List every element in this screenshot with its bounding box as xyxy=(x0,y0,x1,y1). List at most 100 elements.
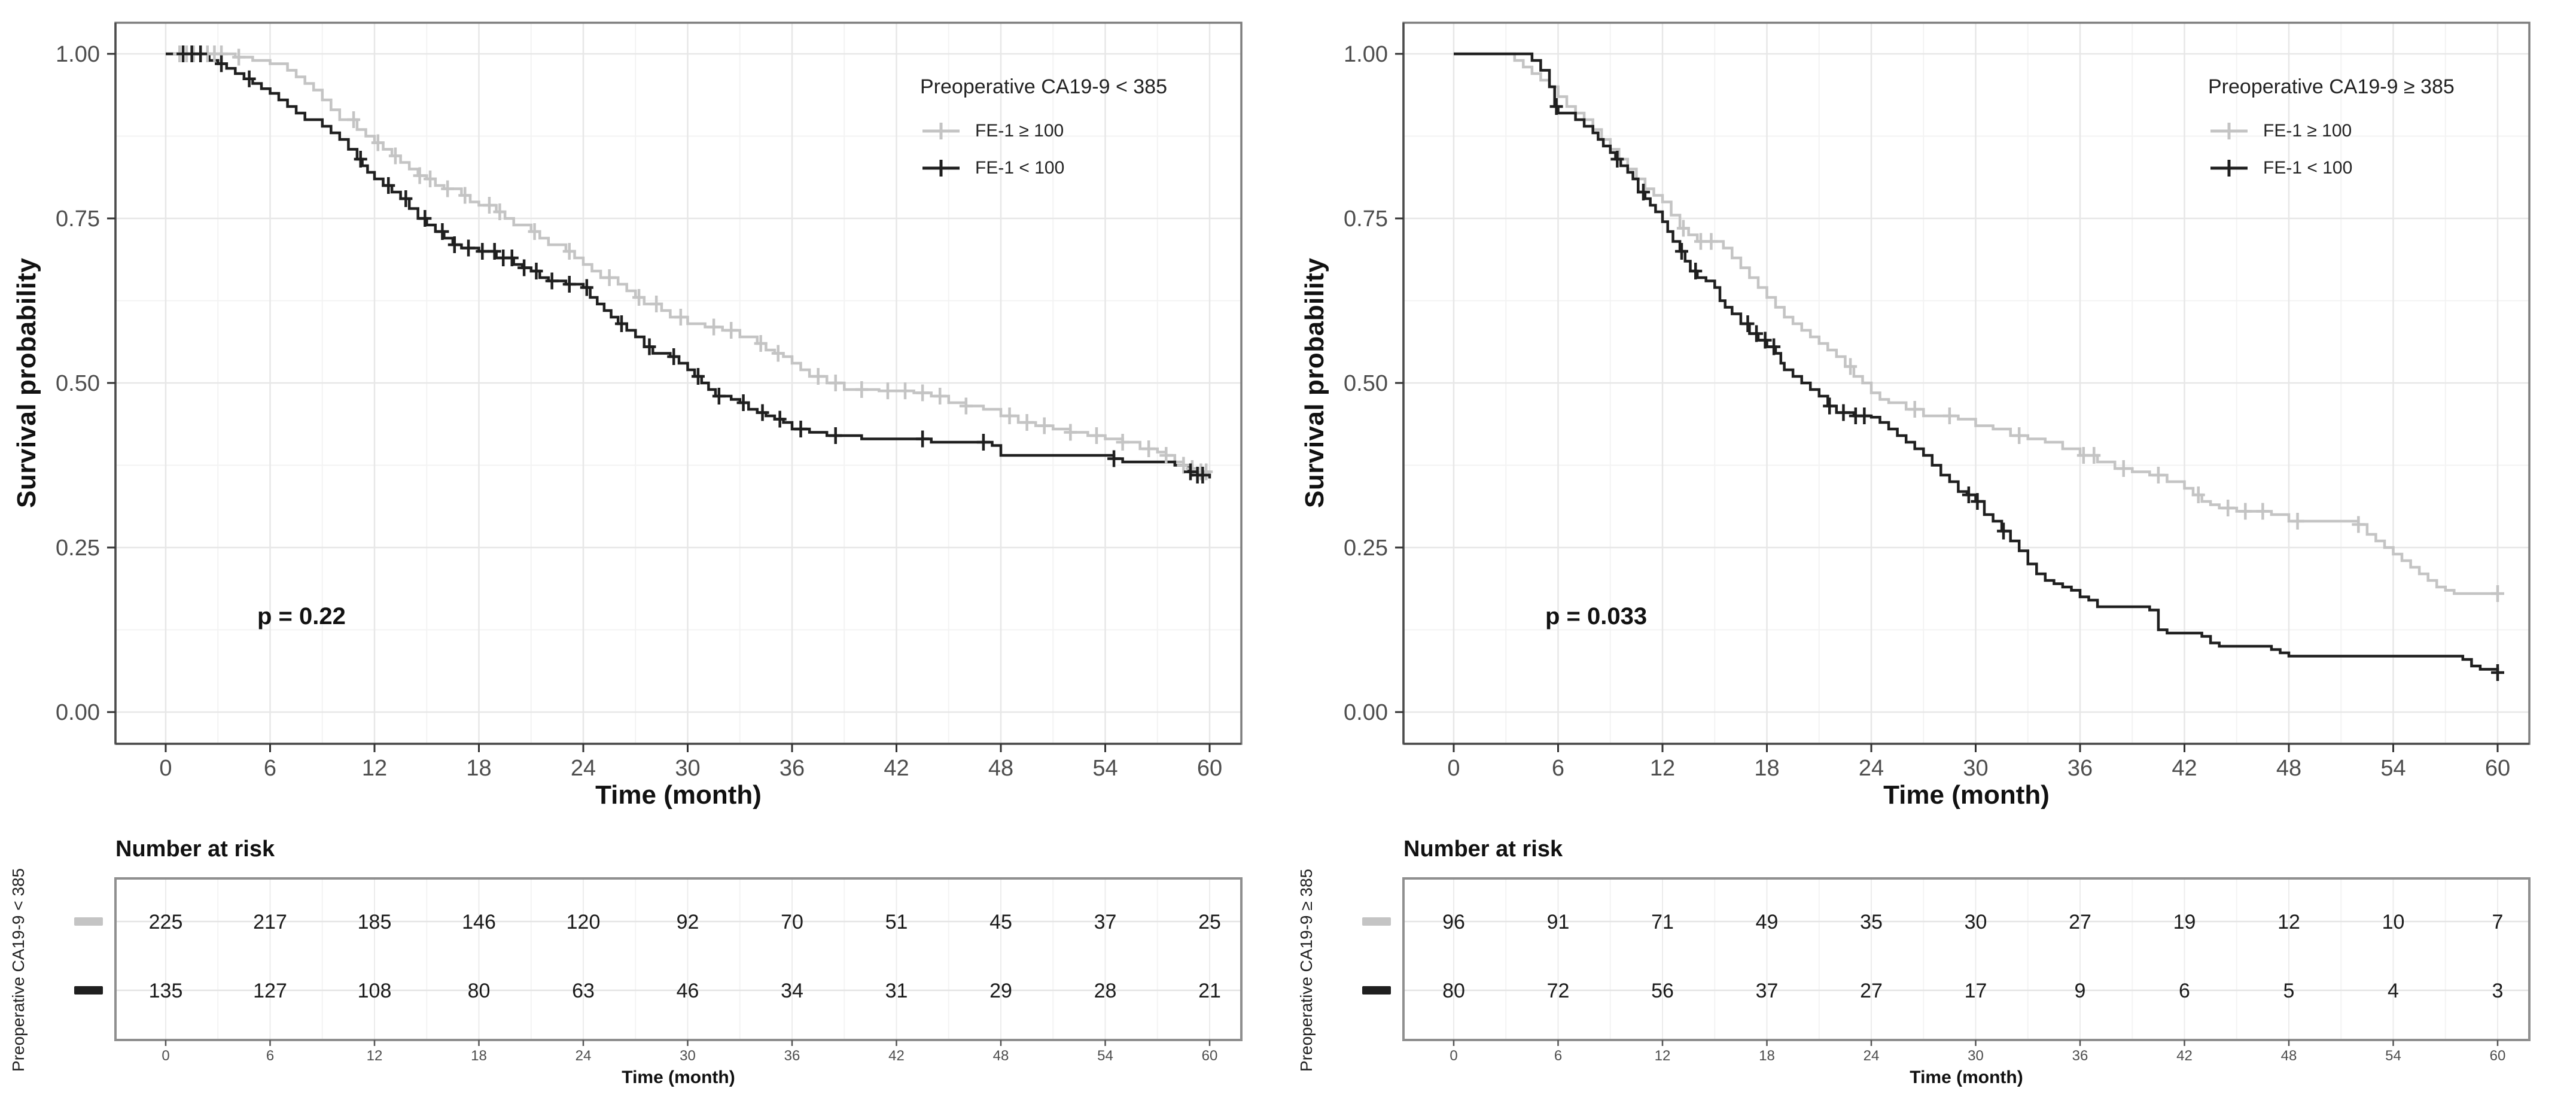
risk-count: 71 xyxy=(1651,911,1674,933)
risk-count: 92 xyxy=(677,911,699,933)
risk-count: 80 xyxy=(468,980,491,1002)
y-axis-label: Survival probability xyxy=(1300,257,1329,509)
y-tick-label: 0.50 xyxy=(1344,371,1388,396)
legend-key-plus-icon xyxy=(922,123,960,139)
risk-count: 120 xyxy=(567,911,601,933)
risk-count: 225 xyxy=(149,911,183,933)
risk-table-x-axis-label: Time (month) xyxy=(622,1068,735,1087)
y-tick-label: 0.75 xyxy=(1344,206,1388,232)
x-tick-label: 0 xyxy=(1447,756,1460,781)
risk-count: 27 xyxy=(1860,980,1883,1002)
risk-x-tick-label: 6 xyxy=(266,1048,274,1064)
risk-x-tick-label: 0 xyxy=(162,1048,169,1064)
y-tick-label: 0.75 xyxy=(56,206,100,232)
risk-row-key-icon xyxy=(1362,917,1391,926)
panel-ca19-9-lt-385: 0 6 12 18 24 30 36 42 48 54 60 0.00 0.25 0.50 0.75 1.00… xyxy=(9,22,1279,1087)
risk-count: 3 xyxy=(2492,980,2504,1002)
risk-count: 34 xyxy=(781,980,803,1002)
risk-count: 37 xyxy=(1094,911,1117,933)
risk-count: 80 xyxy=(1442,980,1465,1002)
risk-count: 72 xyxy=(1547,980,1570,1002)
legend-key-plus-icon xyxy=(2210,123,2248,139)
risk-table-panel xyxy=(1403,878,2529,1040)
km-plot-canvas: 0 6 12 18 24 30 36 42 48 54 600.000.250.500.751.00… xyxy=(1344,22,2531,1064)
legend: Preoperative CA19-9 < 385 FE-1 ≥ 100 FE-1… xyxy=(920,75,1279,190)
x-tick-label: 54 xyxy=(1092,756,1118,781)
x-tick-label: 12 xyxy=(362,756,387,781)
y-tick-label: 1.00 xyxy=(1344,42,1388,67)
risk-count: 6 xyxy=(2179,980,2190,1002)
x-axis-label: Time (month) xyxy=(1883,780,2050,810)
x-tick-label: 60 xyxy=(2485,756,2510,781)
x-tick-label: 30 xyxy=(1963,756,1988,781)
risk-row-key-icon xyxy=(74,917,103,926)
x-tick-label: 42 xyxy=(884,756,909,781)
x-tick-label: 24 xyxy=(571,756,596,781)
risk-count: 49 xyxy=(1756,911,1779,933)
y-tick-label: 0.25 xyxy=(1344,536,1388,561)
risk-x-tick-label: 24 xyxy=(1864,1048,1880,1064)
x-tick-label: 18 xyxy=(1754,756,1779,781)
x-tick-label: 48 xyxy=(988,756,1013,781)
y-axis-label: Survival probability xyxy=(12,257,41,509)
risk-x-tick-label: 48 xyxy=(2281,1048,2297,1064)
km-plot-canvas: 0 6 12 18 24 30 36 42 48 54 600.000.250.500.751.00… xyxy=(56,22,1243,1064)
risk-count: 35 xyxy=(1860,911,1883,933)
risk-count: 19 xyxy=(2173,911,2196,933)
risk-row-key-icon xyxy=(74,986,103,995)
y-tick-label: 0.00 xyxy=(1344,700,1388,725)
risk-table-side-label: Preoperative CA19-9 < 385 xyxy=(9,868,28,1072)
risk-count: 29 xyxy=(989,980,1012,1002)
risk-x-tick-label: 12 xyxy=(367,1048,383,1064)
risk-row-key-icon xyxy=(1362,986,1391,995)
risk-count: 63 xyxy=(572,980,595,1002)
risk-count: 28 xyxy=(1094,980,1117,1002)
risk-count: 135 xyxy=(149,980,183,1002)
risk-x-tick-label: 54 xyxy=(2385,1048,2401,1064)
legend-entry-label: FE-1 < 100 xyxy=(2263,158,2353,178)
legend-entry-label: FE-1 ≥ 100 xyxy=(2263,121,2352,141)
risk-table-panel xyxy=(115,878,1241,1040)
risk-x-tick-label: 54 xyxy=(1097,1048,1113,1064)
risk-count: 10 xyxy=(2382,911,2405,933)
risk-x-tick-label: 30 xyxy=(680,1048,696,1064)
risk-count: 17 xyxy=(1965,980,1987,1002)
risk-count: 46 xyxy=(677,980,699,1002)
risk-x-tick-label: 12 xyxy=(1655,1048,1671,1064)
risk-count: 91 xyxy=(1547,911,1570,933)
y-tick-label: 1.00 xyxy=(56,42,100,67)
risk-count: 108 xyxy=(358,980,392,1002)
risk-count: 96 xyxy=(1442,911,1465,933)
risk-table-border xyxy=(1402,877,2531,1041)
legend-key-plus-icon xyxy=(922,160,960,177)
risk-x-tick-label: 42 xyxy=(888,1048,905,1064)
legend-key-plus-icon xyxy=(2210,160,2248,177)
risk-count: 12 xyxy=(2277,911,2300,933)
risk-count: 146 xyxy=(462,911,496,933)
risk-x-tick-label: 36 xyxy=(784,1048,800,1064)
risk-table-x-axis-label: Time (month) xyxy=(1910,1068,2023,1087)
risk-count: 31 xyxy=(885,980,908,1002)
risk-x-tick-label: 30 xyxy=(1968,1048,1984,1064)
risk-count: 27 xyxy=(2069,911,2091,933)
legend-entry: FE-1 < 100 xyxy=(920,153,1279,184)
x-tick-label: 42 xyxy=(2172,756,2197,781)
risk-x-tick-label: 48 xyxy=(993,1048,1009,1064)
legend-entry: FE-1 < 100 xyxy=(2208,153,2567,184)
risk-count: 217 xyxy=(253,911,287,933)
risk-count: 127 xyxy=(253,980,287,1002)
legend-entry-label: FE-1 ≥ 100 xyxy=(975,121,1064,141)
risk-x-tick-label: 18 xyxy=(1759,1048,1775,1064)
y-tick-label: 0.50 xyxy=(56,371,100,396)
risk-count: 185 xyxy=(358,911,392,933)
y-tick-label: 0.25 xyxy=(56,536,100,561)
risk-count: 7 xyxy=(2492,911,2504,933)
risk-table-title: Number at risk xyxy=(115,837,275,862)
legend-title: Preoperative CA19-9 < 385 xyxy=(920,75,1167,98)
x-tick-label: 6 xyxy=(264,756,276,781)
legend-entries: FE-1 ≥ 100 FE-1 < 100 xyxy=(920,115,1279,184)
x-tick-label: 54 xyxy=(2380,756,2406,781)
risk-count: 70 xyxy=(781,911,803,933)
x-tick-label: 48 xyxy=(2276,756,2301,781)
x-tick-label: 24 xyxy=(1859,756,1884,781)
